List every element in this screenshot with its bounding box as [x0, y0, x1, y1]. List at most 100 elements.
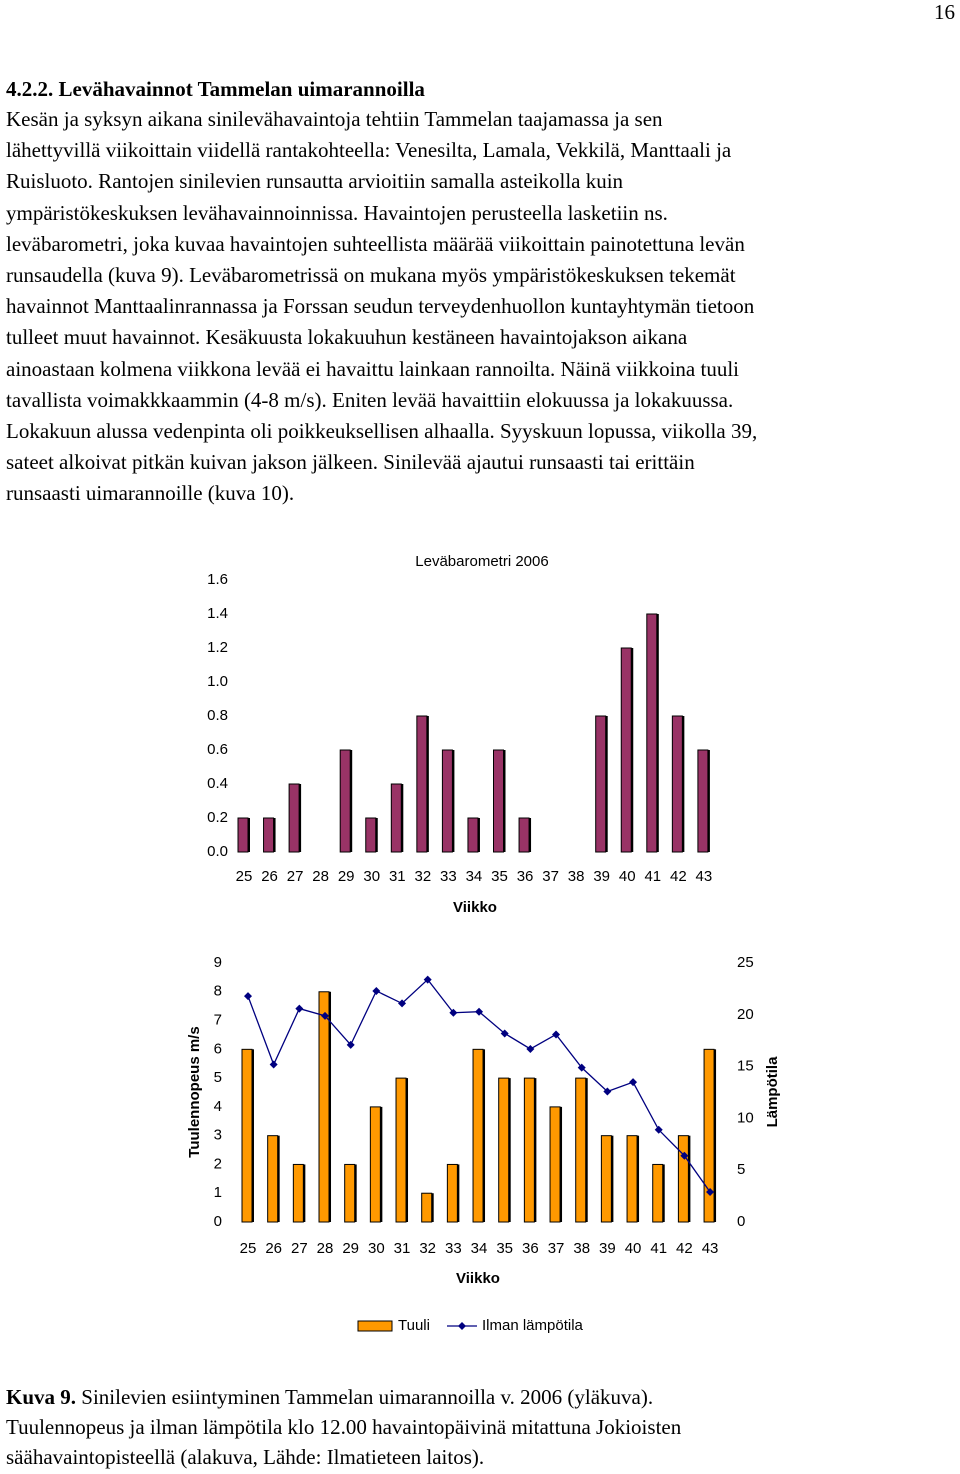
x-tick-label: 36 — [517, 868, 534, 885]
bar — [677, 1135, 689, 1223]
bar — [344, 1163, 356, 1223]
y-tick-label: 5 — [214, 1069, 222, 1086]
paragraph-line: runsaudella (kuva 9). Leväbarometrissä o… — [6, 263, 736, 287]
y-tick-label: 7 — [214, 1012, 222, 1029]
y2-tick-label: 25 — [737, 954, 754, 971]
bar — [416, 715, 428, 853]
paragraph-line: Lokakuun alussa vedenpinta oli poikkeuks… — [6, 419, 758, 443]
x-tick-label: 25 — [240, 1240, 257, 1257]
bar — [646, 613, 658, 853]
x-tick-label: 34 — [466, 868, 483, 885]
bar — [523, 1077, 535, 1223]
y2-tick-label: 15 — [737, 1058, 754, 1075]
marker — [398, 999, 407, 1008]
x-tick-label: 39 — [599, 1240, 616, 1257]
caption: Kuva 9. Sinilevien esiintyminen Tammelan… — [6, 1385, 653, 1409]
bar — [626, 1135, 638, 1223]
marker — [269, 1060, 278, 1069]
marker — [629, 1078, 638, 1087]
page-number: 16 — [934, 0, 955, 24]
chart-title: Leväbarometri 2006 — [415, 553, 548, 570]
bar — [595, 715, 607, 853]
marker — [295, 1004, 304, 1013]
y2-tick-label: 20 — [737, 1006, 754, 1023]
bar — [267, 1135, 279, 1223]
x-tick-label: 33 — [445, 1240, 462, 1257]
marker — [346, 1040, 355, 1049]
x-tick-label: 40 — [625, 1240, 642, 1257]
x-tick-label: 27 — [291, 1240, 308, 1257]
marker — [475, 1007, 484, 1016]
y-tick-label: 6 — [214, 1040, 222, 1057]
x-tick-label: 34 — [471, 1240, 488, 1257]
bar — [263, 817, 275, 853]
paragraph-line: sateet alkoivat pitkän kuivan jakson jäl… — [6, 450, 695, 475]
paragraph-line: ympäristökeskuksen levähavainnoinnissa. … — [6, 200, 668, 225]
x-tick-label: 43 — [696, 868, 713, 885]
x-tick-label: 31 — [389, 868, 406, 885]
bar — [421, 1192, 433, 1223]
x-tick-label: 43 — [702, 1240, 719, 1257]
x-tick-label: 30 — [368, 1240, 385, 1257]
paragraph-line: Kesän ja syksyn aikana sinilevähavaintoj… — [6, 107, 663, 131]
bar — [620, 647, 632, 853]
y-tick-label: 1.4 — [207, 605, 228, 622]
paragraph-line: Ruisluoto. Rantojen sinilevien runsautta… — [6, 169, 624, 194]
bar — [575, 1077, 587, 1223]
marker — [603, 1087, 612, 1096]
bar — [652, 1163, 664, 1223]
x-tick-label: 26 — [265, 1240, 282, 1257]
marker — [526, 1044, 535, 1053]
x-tick-label: 41 — [644, 868, 661, 885]
bar — [697, 749, 709, 853]
x-tick-label: 27 — [287, 868, 304, 885]
y2-tick-label: 5 — [737, 1161, 745, 1178]
x-tick-label: 31 — [394, 1240, 411, 1257]
x-tick-label: 36 — [522, 1240, 539, 1257]
paragraph-line: runsaasti uimarannoille (kuva 10). — [6, 481, 295, 506]
marker — [449, 1008, 458, 1017]
bar — [365, 817, 377, 853]
paragraph-line: havainnot Manttaalinrannassa ja Forssan … — [6, 294, 755, 319]
marker — [500, 1029, 509, 1038]
x-tick-label: 42 — [676, 1240, 693, 1257]
marker — [680, 1151, 689, 1160]
marker — [423, 975, 432, 984]
y-tick-label: 1 — [214, 1184, 222, 1201]
x-tick-label: 32 — [419, 1240, 436, 1257]
x-tick-label: 32 — [415, 868, 432, 885]
legend-label: Ilman lämpötila — [482, 1317, 584, 1334]
caption-line: säähavaintopisteellä (alakuva, Lähde: Il… — [6, 1445, 485, 1469]
bar — [237, 817, 249, 853]
bar — [339, 749, 351, 853]
y-tick-label: 3 — [214, 1127, 222, 1144]
caption-line: Tuulennopeus ja ilman lämpötila klo 12.0… — [6, 1415, 682, 1439]
paragraph-line: tulleet muut havainnot. Kesäkuusta lokak… — [6, 325, 688, 350]
x-tick-label: 42 — [670, 868, 687, 885]
y-tick-label: 9 — [214, 954, 222, 971]
x-tick-label: 33 — [440, 868, 457, 885]
bar — [600, 1135, 612, 1223]
bar — [241, 1048, 253, 1223]
y-tick-label: 1.6 — [207, 571, 228, 588]
x-tick-label: 29 — [338, 868, 355, 885]
bar — [703, 1048, 715, 1223]
x-tick-label: 38 — [568, 868, 585, 885]
bar — [549, 1106, 561, 1223]
x-tick-label: 25 — [236, 868, 253, 885]
heading: 4.2.2. Levähavainnot Tammelan uimarannoi… — [6, 77, 425, 101]
y2-axis-title: Lämpötila — [764, 1056, 781, 1127]
x-tick-label: 39 — [593, 868, 610, 885]
bar — [395, 1077, 407, 1223]
x-tick-label: 37 — [548, 1240, 565, 1257]
marker — [458, 1322, 466, 1330]
x-tick-label: 35 — [496, 1240, 513, 1257]
bar — [288, 783, 300, 853]
x-axis-title: Viikko — [456, 1270, 500, 1287]
caption-text: Sinilevien esiintyminen Tammelan uimaran… — [76, 1385, 654, 1409]
bar — [318, 991, 330, 1223]
y-tick-label: 0.6 — [207, 741, 228, 758]
marker — [577, 1063, 586, 1072]
y-axis-title: Tuulennopeus m/s — [186, 1026, 203, 1157]
